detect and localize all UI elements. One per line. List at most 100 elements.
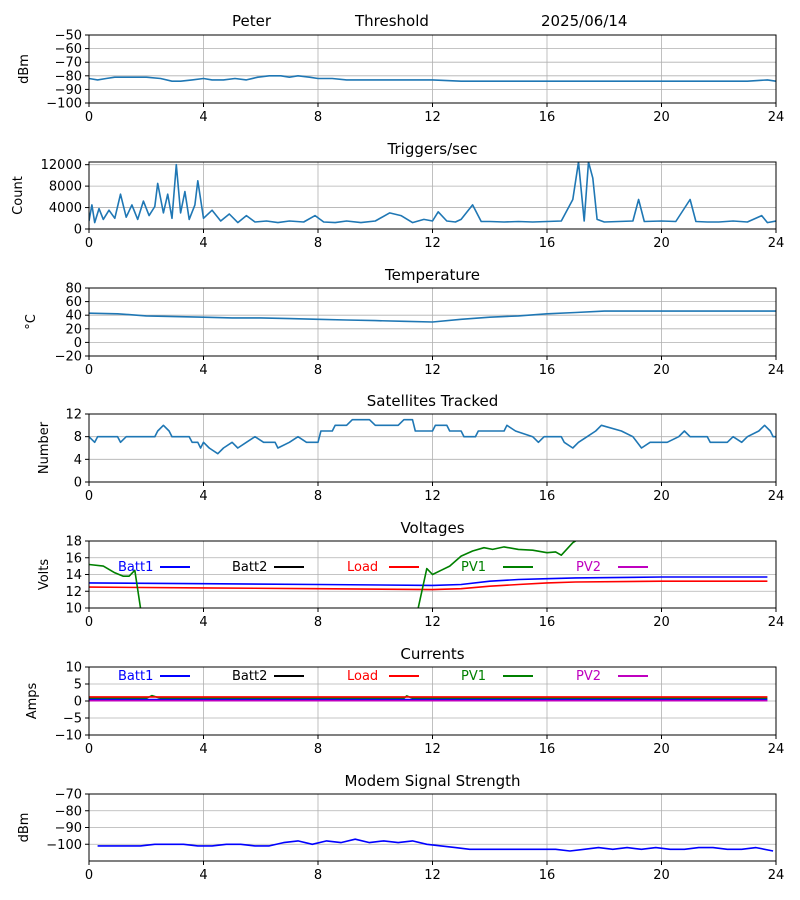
legend-label: Batt2 xyxy=(232,560,267,575)
x-tick-label: 24 xyxy=(768,489,785,504)
y-tick-label: 0 xyxy=(74,476,82,491)
x-tick-label: 24 xyxy=(768,868,785,883)
x-tick-label: 16 xyxy=(539,615,556,630)
chart-title: Voltages xyxy=(400,519,464,537)
series-line xyxy=(417,541,577,608)
x-tick-label: 16 xyxy=(539,110,556,125)
x-tick-label: 4 xyxy=(199,489,207,504)
legend-label: PV2 xyxy=(576,560,601,575)
y-axis-label: dBm xyxy=(17,54,32,84)
y-tick-label: −10 xyxy=(55,729,82,744)
chart-title: Currents xyxy=(400,645,464,663)
x-tick-label: 8 xyxy=(314,110,322,125)
y-axis-label: Amps xyxy=(25,682,40,719)
y-tick-label: −100 xyxy=(46,838,82,853)
chart-title: Satellites Tracked xyxy=(367,392,498,410)
legend-label: Batt2 xyxy=(232,669,267,684)
x-tick-label: 20 xyxy=(653,868,670,883)
y-tick-label: −70 xyxy=(55,788,82,803)
x-tick-label: 0 xyxy=(85,236,93,251)
x-tick-label: 12 xyxy=(424,868,441,883)
x-tick-label: 20 xyxy=(653,363,670,378)
y-tick-label: 80 xyxy=(65,282,82,297)
legend-label: Batt1 xyxy=(118,560,153,575)
x-tick-label: 0 xyxy=(85,868,93,883)
x-tick-label: 4 xyxy=(199,868,207,883)
y-axis-label: dBm xyxy=(17,813,32,843)
y-tick-label: 4000 xyxy=(49,201,82,216)
series-line xyxy=(89,576,768,587)
x-tick-label: 8 xyxy=(314,868,322,883)
y-tick-label: 20 xyxy=(65,322,82,337)
y-tick-label: 18 xyxy=(65,535,82,550)
x-tick-label: 24 xyxy=(768,236,785,251)
header-date: 2025/06/14 xyxy=(541,12,628,30)
header-mode: Threshold xyxy=(355,12,429,30)
x-tick-label: 8 xyxy=(314,615,322,630)
x-tick-label: 0 xyxy=(85,615,93,630)
y-axis-label: Number xyxy=(37,421,52,474)
y-tick-label: 12 xyxy=(65,585,82,600)
x-tick-label: 20 xyxy=(653,742,670,757)
y-axis-label: °C xyxy=(24,314,39,330)
x-tick-label: 4 xyxy=(199,742,207,757)
legend-label: PV2 xyxy=(576,669,601,684)
y-tick-label: 5 xyxy=(74,678,82,693)
legend-label: Batt1 xyxy=(118,669,153,684)
x-tick-label: 12 xyxy=(424,236,441,251)
x-tick-label: 20 xyxy=(653,236,670,251)
x-tick-label: 4 xyxy=(199,363,207,378)
x-tick-label: 20 xyxy=(653,489,670,504)
chart-title: Modem Signal Strength xyxy=(345,772,521,790)
x-tick-label: 0 xyxy=(85,363,93,378)
x-tick-label: 12 xyxy=(424,742,441,757)
x-tick-label: 24 xyxy=(768,110,785,125)
x-tick-label: 8 xyxy=(314,363,322,378)
legend-label: Load xyxy=(347,560,378,575)
y-tick-label: −80 xyxy=(55,69,82,84)
y-tick-label: 4 xyxy=(74,453,82,468)
legend-label: Load xyxy=(347,669,378,684)
legend-label: PV1 xyxy=(461,560,486,575)
y-tick-label: 40 xyxy=(65,309,82,324)
series-line xyxy=(89,563,142,608)
x-tick-label: 20 xyxy=(653,110,670,125)
series-line xyxy=(89,694,768,700)
y-tick-label: −100 xyxy=(46,97,82,112)
y-tick-label: −60 xyxy=(55,42,82,57)
y-tick-label: 16 xyxy=(65,551,82,566)
y-tick-label: 10 xyxy=(65,661,82,676)
x-tick-label: 12 xyxy=(424,615,441,630)
x-tick-label: 16 xyxy=(539,742,556,757)
x-tick-label: 16 xyxy=(539,363,556,378)
x-tick-label: 4 xyxy=(199,110,207,125)
legend-label: PV1 xyxy=(461,669,486,684)
y-tick-label: 0 xyxy=(74,695,82,710)
x-tick-label: 0 xyxy=(85,489,93,504)
y-tick-label: 12 xyxy=(65,408,82,423)
y-axis-label: Count xyxy=(11,176,26,215)
y-tick-label: −50 xyxy=(55,29,82,44)
x-tick-label: 16 xyxy=(539,489,556,504)
y-tick-label: 0 xyxy=(74,223,82,238)
x-tick-label: 20 xyxy=(653,615,670,630)
y-tick-label: 12000 xyxy=(41,158,82,173)
header-name: Peter xyxy=(232,12,272,30)
y-tick-label: 8000 xyxy=(49,180,82,195)
series-line xyxy=(89,418,776,455)
y-tick-label: −90 xyxy=(55,83,82,98)
y-axis-label: Volts xyxy=(37,559,52,591)
y-tick-label: −20 xyxy=(55,350,82,365)
chart-title: Triggers/sec xyxy=(387,140,478,158)
series-line xyxy=(89,310,776,323)
x-tick-label: 24 xyxy=(768,615,785,630)
x-tick-label: 0 xyxy=(85,110,93,125)
x-tick-label: 12 xyxy=(424,110,441,125)
y-tick-label: 60 xyxy=(65,295,82,310)
y-tick-label: −90 xyxy=(55,821,82,836)
y-tick-label: 0 xyxy=(74,336,82,351)
y-tick-label: 10 xyxy=(65,602,82,617)
series-line xyxy=(89,580,768,591)
x-tick-label: 12 xyxy=(424,363,441,378)
